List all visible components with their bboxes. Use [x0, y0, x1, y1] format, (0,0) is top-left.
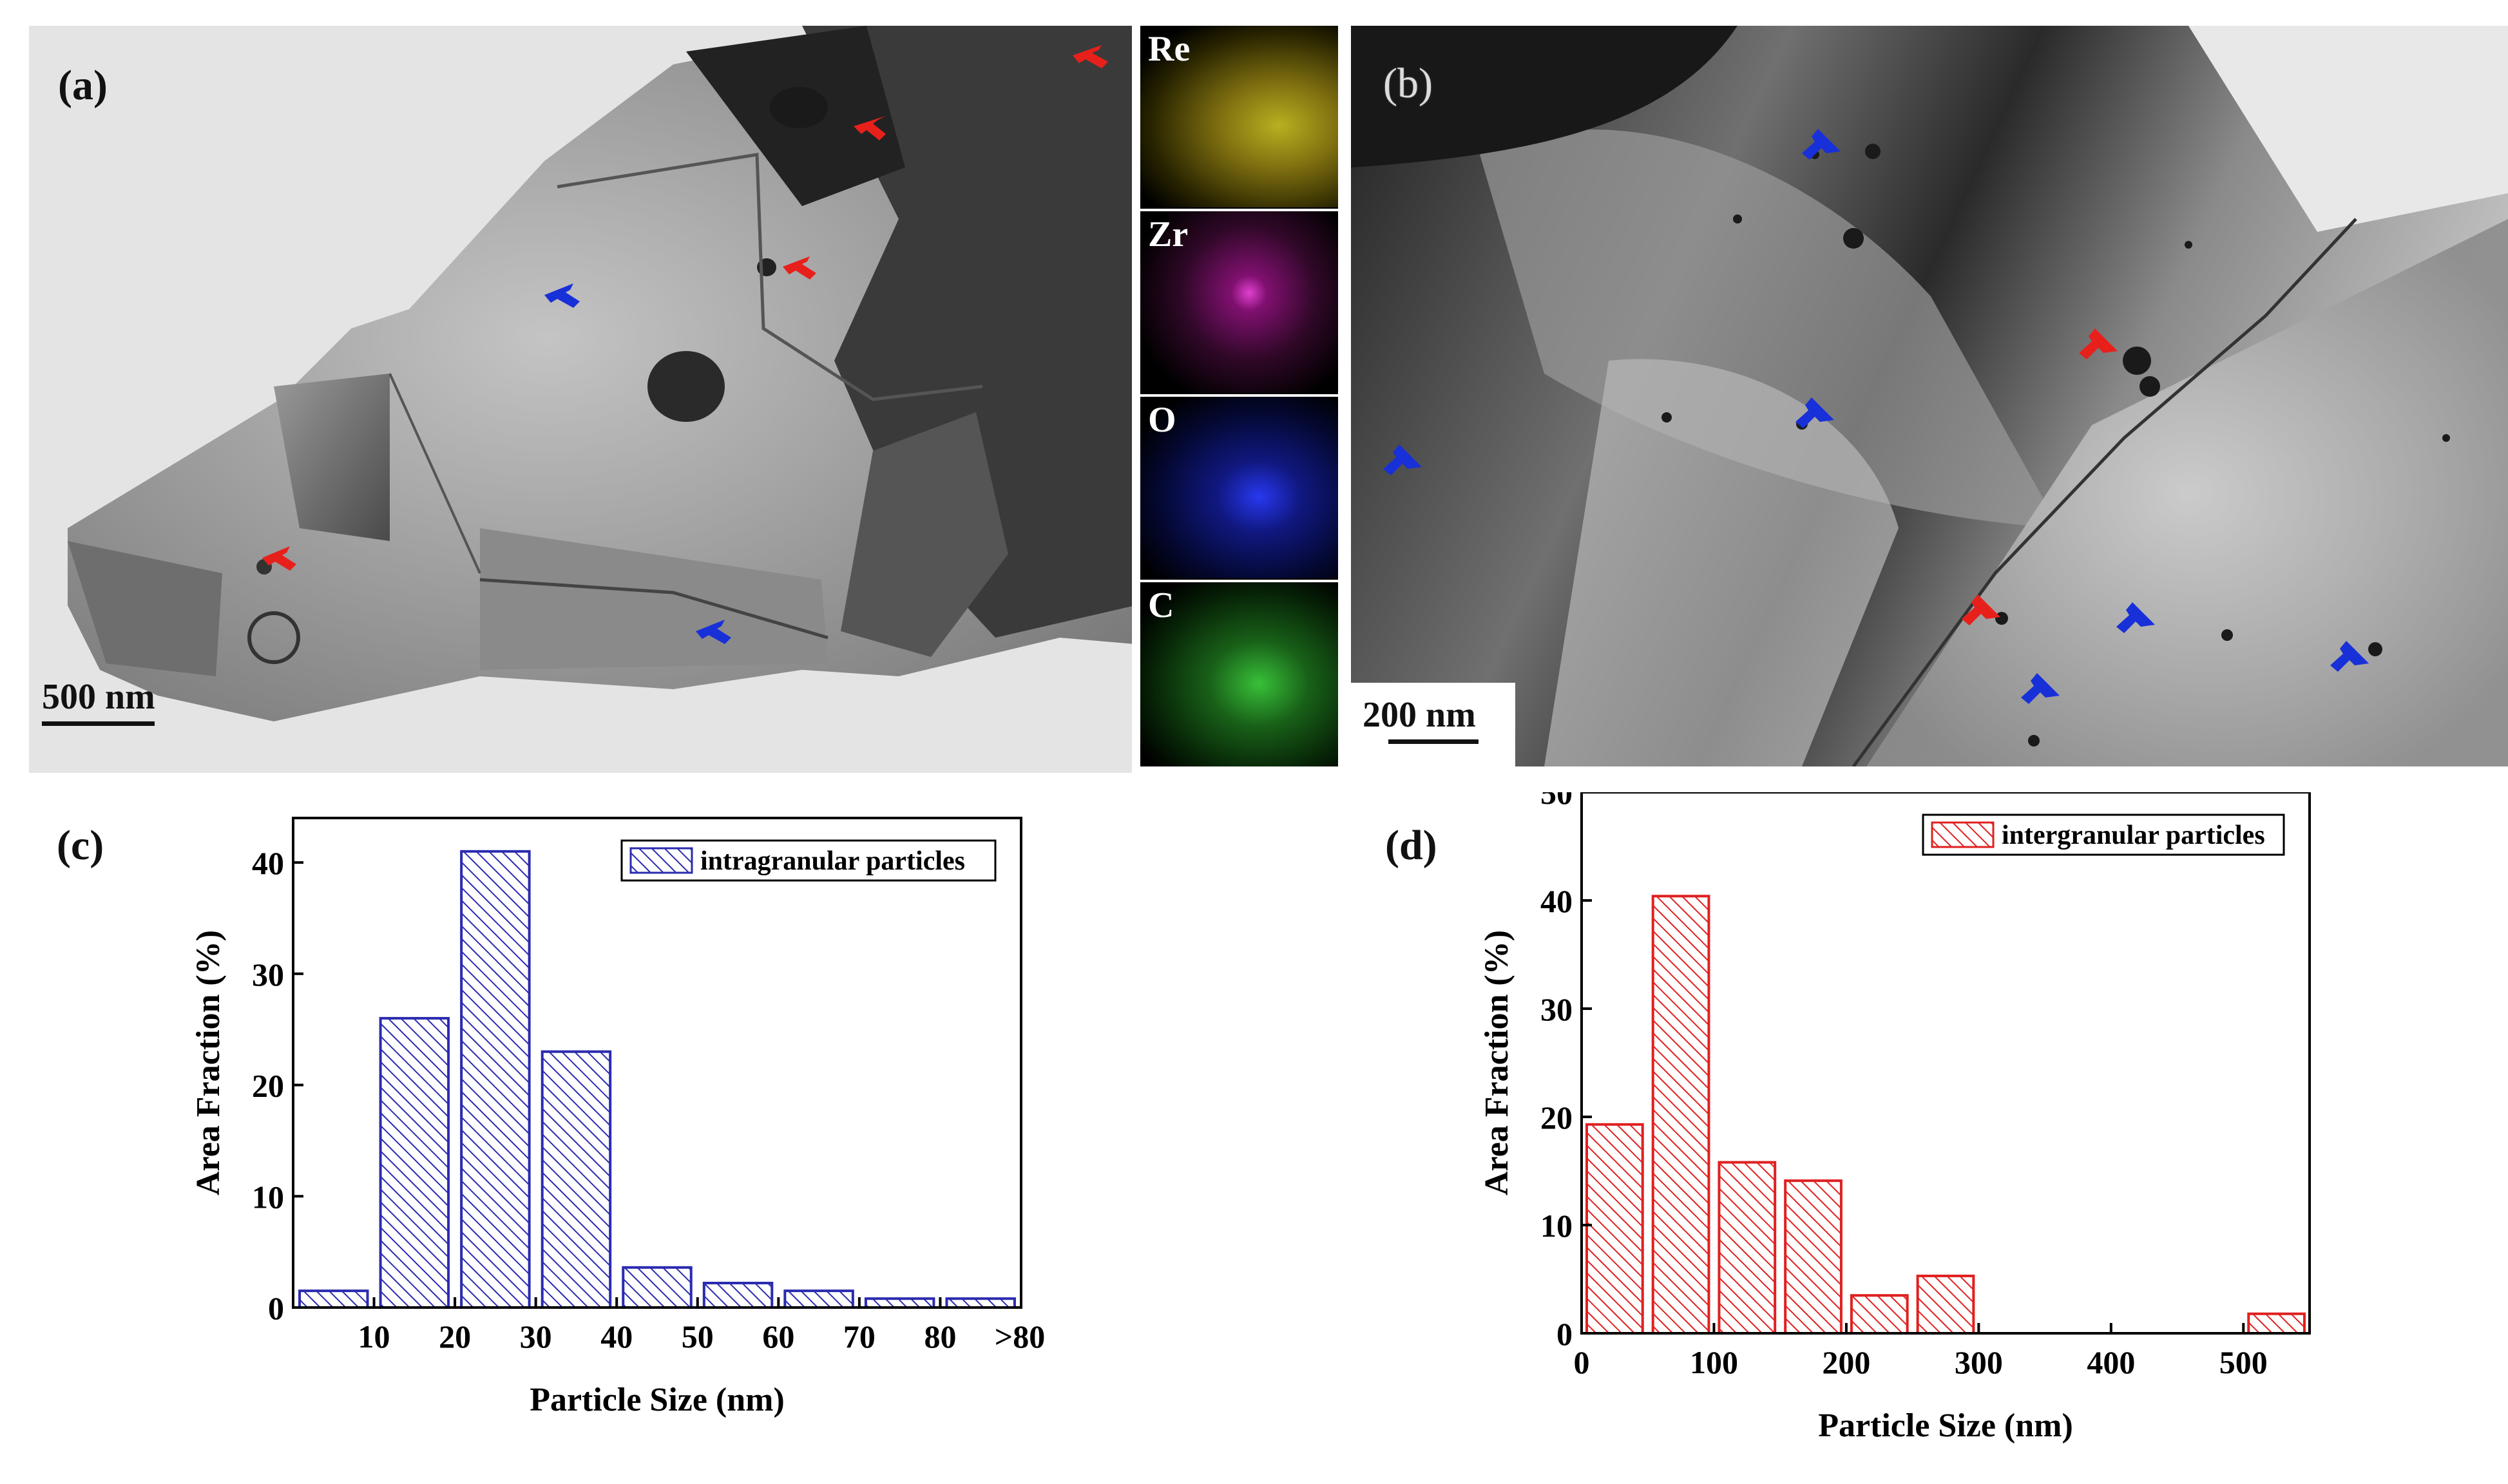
scale-bar-b-label: 200 nm [1363, 695, 1476, 735]
y-axis-label: Area Fraction (%) [1479, 930, 1515, 1195]
x-tick-label: 60 [762, 1318, 794, 1355]
legend: intragranular particles [620, 839, 997, 882]
bar [1916, 1274, 1975, 1335]
y-tick-label: 40 [1540, 883, 1573, 919]
bar [622, 1266, 693, 1309]
x-axis-label: Particle Size (nm) [1818, 1407, 2073, 1444]
histogram-intragranular: 10 20 30 40 50 60 70 80 >80 0 10 20 30 40 Area Fractio… [190, 817, 1046, 1418]
bar [1585, 1123, 1644, 1335]
x-tick-label: 20 [439, 1318, 471, 1355]
bar [1718, 1161, 1777, 1335]
bar [783, 1289, 854, 1309]
bar [298, 1289, 369, 1309]
blue-arrows-b [1383, 129, 2369, 704]
histogram-intergranular: 0 100 200 300 400 500 0 10 20 30 40 50 Area Fraction… [1479, 792, 2311, 1444]
x-tick-label: 0 [1574, 1344, 1590, 1380]
blue-arrows [544, 283, 731, 644]
tem-micrograph-a [29, 26, 1135, 773]
panel-b-tem-image: (b) 200 nm [1351, 26, 2508, 766]
legend-swatch [1931, 821, 1995, 848]
y-tick-label: 0 [1556, 1316, 1573, 1352]
red-arrows-b [1962, 328, 2118, 625]
y-tick-label: 10 [1540, 1208, 1573, 1244]
y-tick-label: 30 [1540, 991, 1573, 1027]
red-arrows [262, 45, 1108, 571]
legend: intergranular particles [1922, 813, 2285, 856]
x-tick-label: 500 [2219, 1344, 2268, 1380]
x-tick-label: 50 [682, 1318, 714, 1355]
eds-map-o: O [1140, 397, 1338, 578]
panel-label-c: (c) [57, 822, 104, 869]
bar [702, 1282, 774, 1309]
y-axis-label: Area Fraction (%) [190, 930, 227, 1195]
bar [541, 1050, 612, 1309]
bar [460, 850, 531, 1309]
y-tick-label: 0 [268, 1290, 284, 1326]
eds-map-zr-label: Zr [1148, 214, 1189, 254]
x-tick-label: 70 [843, 1318, 876, 1355]
x-tick-label: 400 [2087, 1344, 2135, 1380]
eds-map-re-label: Re [1148, 29, 1191, 69]
panel-label-d: (d) [1385, 822, 1437, 869]
scale-bar-b: 200 nm [1363, 694, 1511, 744]
legend-label: intragranular particles [700, 846, 965, 876]
plot-frame [292, 817, 1022, 1309]
eds-map-zr: Zr [1140, 211, 1338, 393]
bar [379, 1016, 450, 1309]
eds-map-o-label: O [1148, 400, 1176, 440]
scale-bar-a: 500 nm [42, 676, 184, 726]
scale-bar-a-line [42, 721, 155, 726]
x-tick-label: 200 [1822, 1344, 1870, 1380]
y-tick-label: 20 [1540, 1099, 1573, 1136]
x-tick-label: 10 [358, 1318, 390, 1355]
bar [1651, 895, 1710, 1335]
eds-map-c-label: C [1148, 585, 1174, 625]
y-tick-label: 50 [1540, 792, 1573, 811]
x-tick-label: 30 [520, 1318, 552, 1355]
legend-swatch [629, 847, 693, 874]
x-axis-label: Particle Size (nm) [530, 1382, 785, 1418]
scale-bar-b-line [1388, 739, 1479, 744]
panel-a-tem-image: (a) 500 nm [29, 26, 1135, 773]
eds-map-c: C [1140, 582, 1338, 766]
y-tick-label: 20 [252, 1068, 284, 1104]
y-tick-label: 30 [252, 956, 284, 993]
panel-label-a: (a) [58, 62, 108, 109]
plot-frame [1580, 792, 2311, 1335]
panel-label-b: (b) [1383, 60, 1433, 107]
x-tick-label: 80 [924, 1318, 956, 1355]
bar [2247, 1312, 2306, 1335]
y-tick-label: 10 [252, 1179, 284, 1215]
x-tick-label: 100 [1690, 1344, 1738, 1380]
scale-bar-a-label: 500 nm [42, 677, 155, 717]
bar [1784, 1179, 1843, 1335]
bar [864, 1297, 935, 1309]
tem-micrograph-b [1351, 26, 2508, 766]
bar [945, 1297, 1016, 1309]
legend-label: intergranular particles [2002, 821, 2265, 850]
eds-maps: Re Zr O C [1140, 26, 1338, 766]
x-tick-label: 300 [1955, 1344, 2003, 1380]
x-tick-label: >80 [995, 1318, 1046, 1355]
eds-map-re: Re [1140, 26, 1338, 207]
x-tick-label: 40 [600, 1318, 633, 1355]
y-tick-label: 40 [252, 845, 284, 881]
bar [1850, 1294, 1909, 1335]
